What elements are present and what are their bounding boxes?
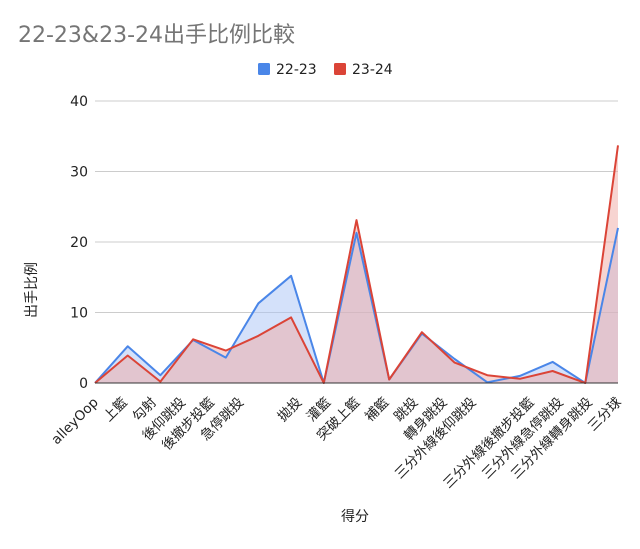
series-lines: [94, 145, 619, 384]
y-tick-label: 0: [79, 376, 88, 392]
x-tick-label: 拋投: [275, 395, 305, 425]
x-axis-label: 得分: [341, 508, 369, 525]
x-tick-label: 三分球: [585, 394, 625, 434]
y-tick-label: 30: [70, 165, 88, 181]
chart-title: 22-23&23-24出手比例比較: [18, 23, 295, 48]
legend-swatch-2: [334, 63, 346, 75]
y-tick-label: 40: [70, 94, 88, 110]
series-line-2: [94, 145, 619, 384]
y-axis-ticks: 0 10 20 30 40: [70, 94, 88, 392]
series-line-1: [94, 227, 619, 384]
legend: 22-23 23-24: [258, 62, 393, 78]
x-tick-label: alleyOop: [48, 395, 101, 448]
legend-label-2: 23-24: [352, 62, 393, 78]
x-tick-label: 補籃: [362, 395, 392, 425]
y-tick-label: 10: [70, 306, 88, 322]
y-tick-label: 20: [70, 235, 88, 251]
legend-label-1: 22-23: [276, 62, 317, 78]
x-tick-label: 上籃: [101, 395, 131, 425]
series-areas: [95, 145, 618, 383]
y-axis-label: 出手比例: [24, 262, 40, 318]
legend-swatch-1: [258, 63, 270, 75]
series-area-2: [95, 145, 618, 383]
